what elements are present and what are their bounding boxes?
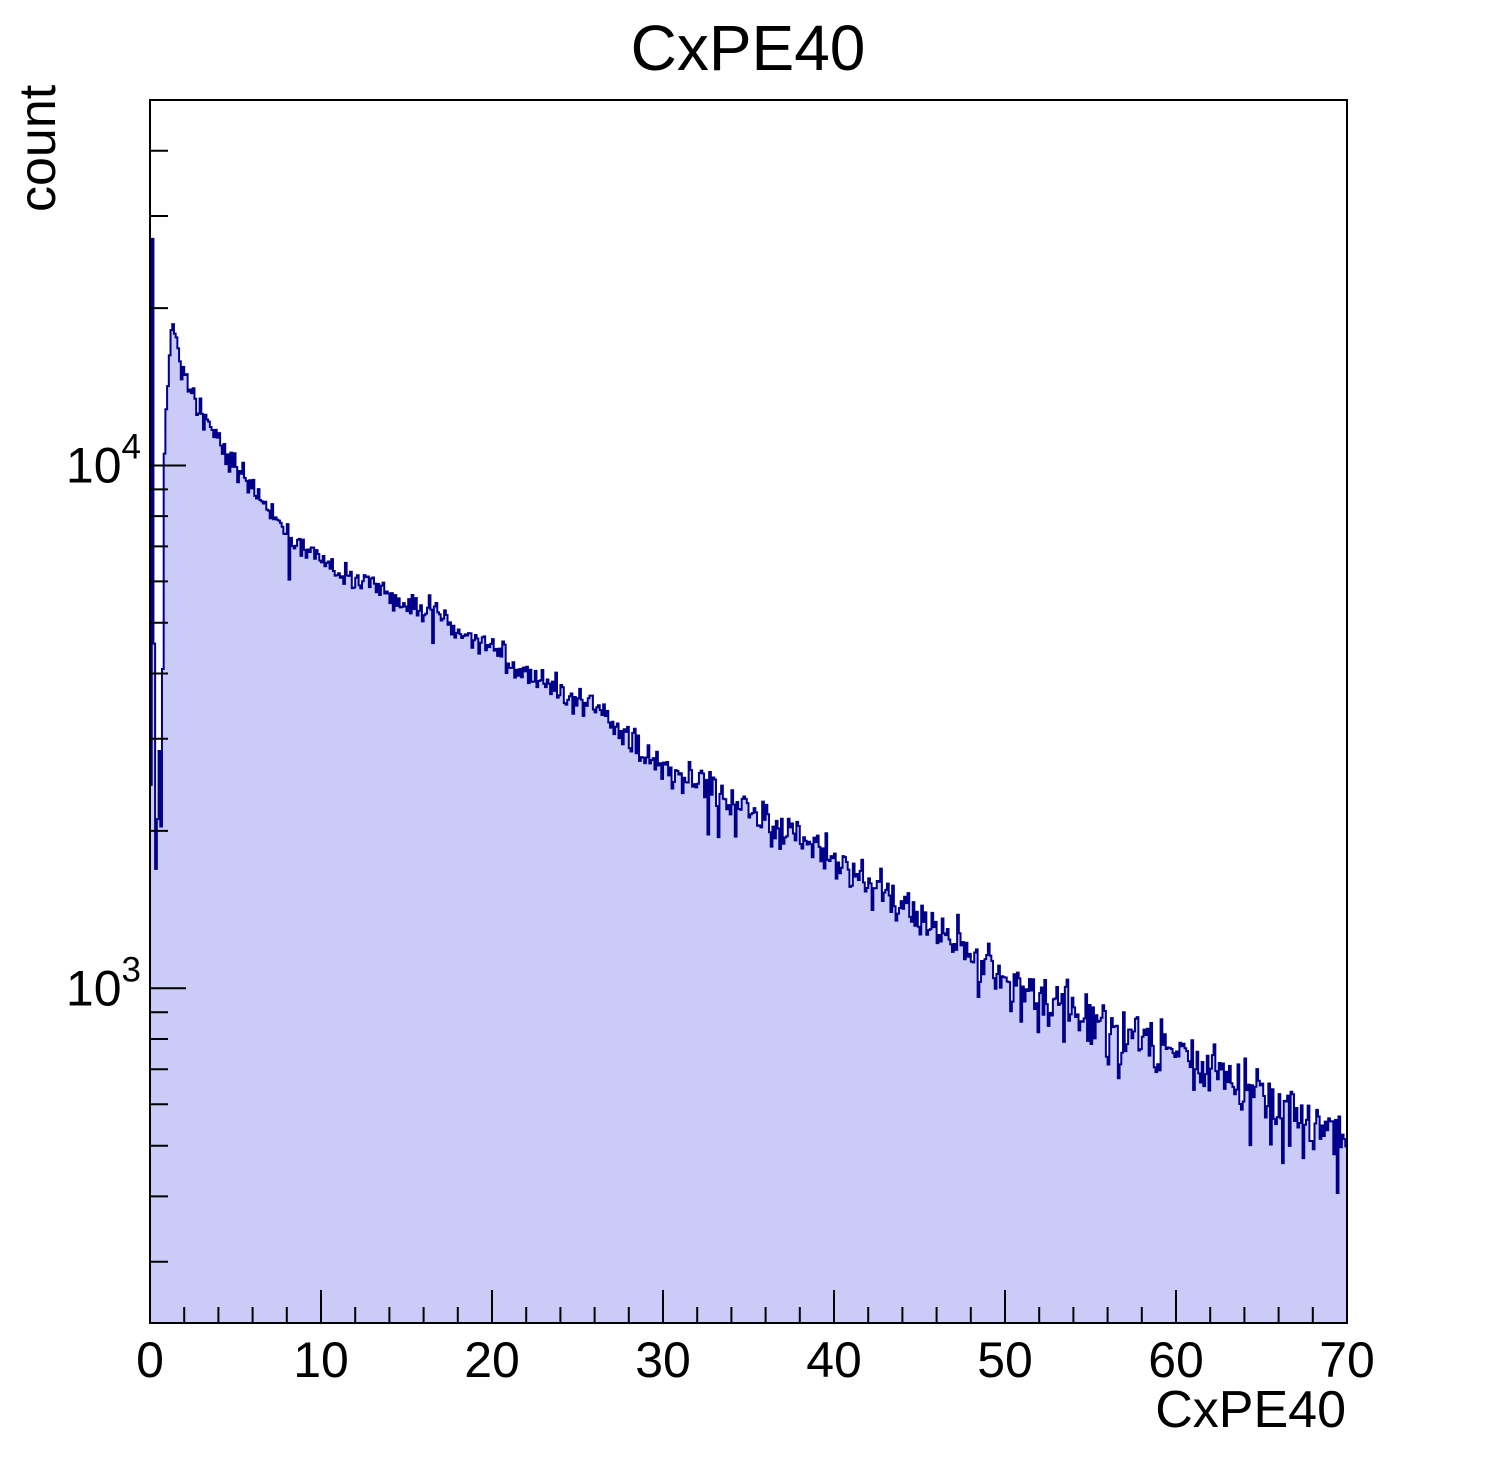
y-axis-title: count: [9, 84, 67, 212]
x-axis-title: CxPE40: [1155, 1381, 1346, 1439]
histogram-area: [149, 237, 1348, 1324]
y-tick-label: 104: [66, 428, 141, 494]
x-tick-label: 10: [293, 1332, 349, 1388]
x-tick-label: 40: [806, 1332, 862, 1388]
x-tick-label: 50: [977, 1332, 1033, 1388]
x-tick-label: 30: [635, 1332, 691, 1388]
y-tick-label: 103: [66, 950, 141, 1016]
x-tick-label: 70: [1319, 1332, 1375, 1388]
x-axis: 0 10 20 30 40 50 60 70: [136, 1290, 1375, 1388]
histogram-series: [149, 237, 1348, 1324]
plot-frame: [149, 99, 1348, 1324]
x-tick-label: 0: [136, 1332, 164, 1388]
x-tick-label: 60: [1148, 1332, 1204, 1388]
plot-title: CxPE40: [631, 12, 866, 84]
x-tick-label: 20: [464, 1332, 520, 1388]
